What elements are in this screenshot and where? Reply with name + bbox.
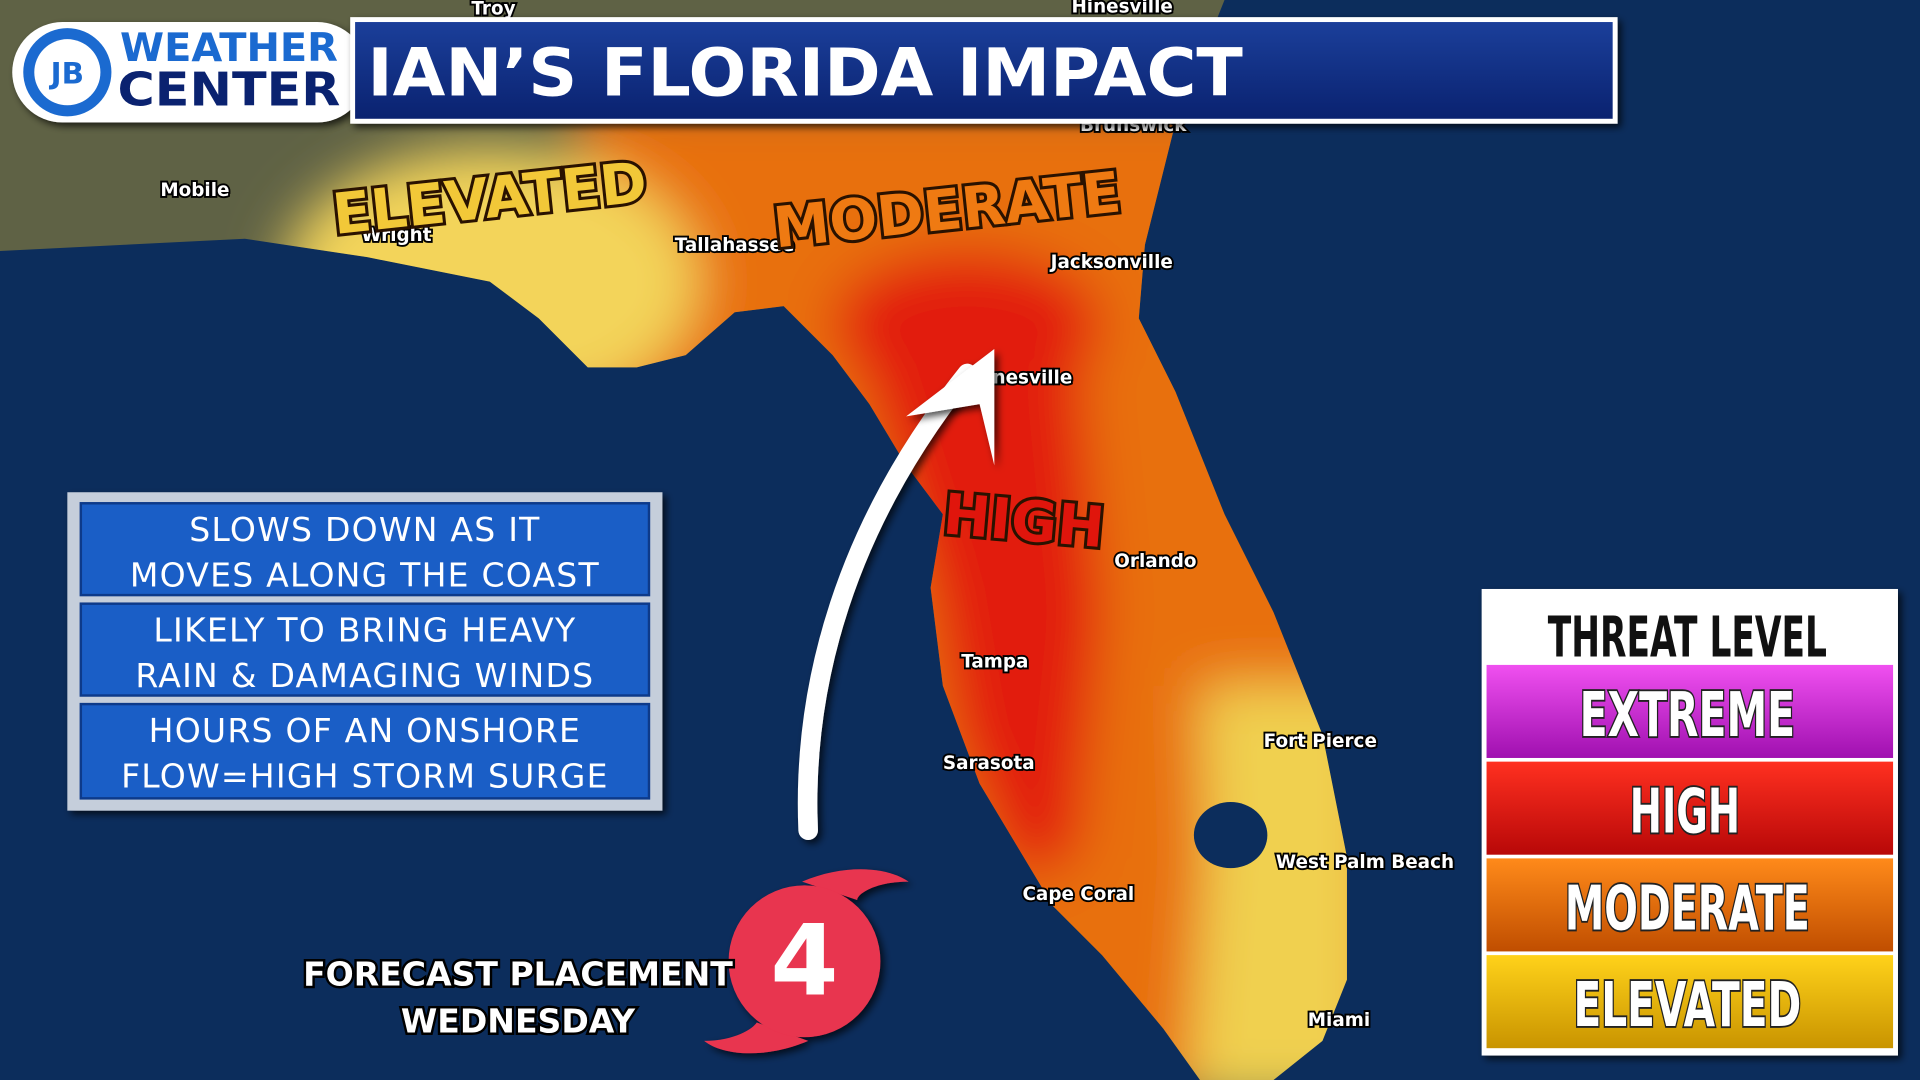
legend: THREAT LEVEL EXTREME HIGH MODERATE ELEVA… [1481, 588, 1898, 1056]
city-label: West Palm Beach [1276, 852, 1454, 873]
forecast-text: WEDNESDAY [401, 1001, 636, 1040]
info-text: FLOW=HIGH STORM SURGE [121, 756, 609, 795]
header: JB WEATHER CENTER IAN’S FLORIDA IMPACT [12, 17, 1618, 124]
city-label: Orlando [1114, 551, 1196, 572]
hurricane-category: 4 [770, 904, 838, 1018]
logo-text: WEATHER [120, 26, 338, 71]
legend-level: ELEVATED [1573, 970, 1801, 1041]
track-arrow [797, 363, 978, 841]
city-label: Sarasota [943, 753, 1035, 774]
city-label: Miami [1308, 1010, 1370, 1031]
threat-label: HIGH [941, 482, 1107, 561]
city-label: Hinesville [1071, 0, 1172, 17]
track-arrow-head [906, 348, 995, 466]
city-label: Cape Coral [1022, 884, 1134, 905]
info-text: RAIN & DAMAGING WINDS [135, 656, 594, 695]
forecast-text: FORECAST PLACEMENT [303, 955, 733, 994]
city-label: Tampa [961, 651, 1028, 672]
info-text: SLOWS DOWN AS IT [189, 510, 540, 549]
city-label: Wright [361, 225, 431, 246]
logo-text: CENTER [118, 62, 341, 116]
logo-initials: JB [49, 56, 84, 90]
title: IAN’S FLORIDA IMPACT [367, 35, 1243, 112]
legend-level: HIGH [1630, 777, 1740, 848]
city-label: Jacksonville [1049, 252, 1173, 273]
city-label: Mobile [160, 180, 229, 201]
info-text: HOURS OF AN ONSHORE [149, 711, 582, 750]
hurricane-icon: 4 [704, 869, 909, 1054]
legend-level: MODERATE [1565, 873, 1810, 944]
info-text: LIKELY TO BRING HEAVY [153, 611, 576, 650]
city-label: Tallahassee [675, 235, 795, 256]
info-panel: SLOWS DOWN AS IT MOVES ALONG THE COAST L… [67, 492, 663, 811]
city-label: Fort Pierce [1264, 731, 1377, 752]
legend-level: EXTREME [1580, 680, 1796, 751]
lake-okeechobee [1193, 802, 1268, 869]
city-label: Troy [471, 0, 515, 20]
legend-title: THREAT LEVEL [1548, 605, 1827, 670]
info-text: MOVES ALONG THE COAST [130, 556, 600, 595]
